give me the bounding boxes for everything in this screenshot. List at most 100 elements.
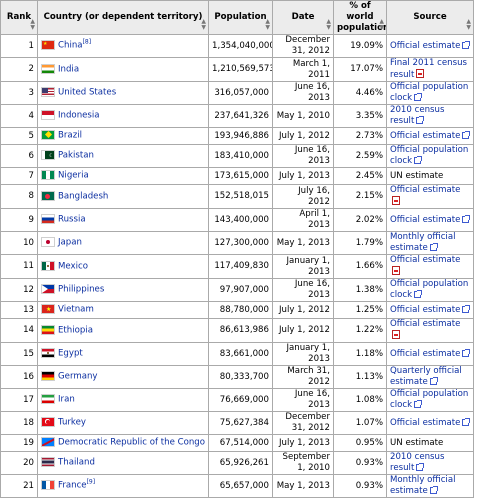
source-link[interactable]: Official estimate <box>390 214 461 225</box>
column-header-rank[interactable]: Rank ▲ ▼ <box>0 0 38 35</box>
external-link-icon <box>462 304 471 313</box>
country-cell: Nigeria <box>37 167 209 185</box>
source-cell: Official estimate <box>386 318 474 343</box>
sort-arrows-icon[interactable]: ▲ ▼ <box>466 18 471 31</box>
source-link[interactable]: Quarterly official estimate <box>390 366 462 388</box>
sort-arrows-icon[interactable]: ▲ ▼ <box>326 18 331 31</box>
country-link[interactable]: India <box>58 64 80 75</box>
cn-flag-icon: ★ <box>41 40 55 51</box>
footnote-ref[interactable]: [8] <box>82 38 92 46</box>
external-link-icon <box>462 417 471 426</box>
country-link[interactable]: Russia <box>58 214 86 225</box>
population-cell: 67,514,000 <box>208 434 273 452</box>
source-cell: Quarterly official estimate <box>386 365 474 389</box>
table-row: 8 Bangladesh 152,518,015 July 16, 2012 2.15%… <box>0 184 474 209</box>
rank-cell: 6 <box>0 144 38 168</box>
table-row: 5 Brazil 193,946,886 July 1, 2012 2.73% Offic… <box>0 127 474 145</box>
date-cell: July 1, 2012 <box>272 127 334 145</box>
external-link-icon <box>429 377 438 385</box>
sort-arrows-icon[interactable]: ▲ ▼ <box>379 18 384 31</box>
source-cell: Official population clock <box>386 81 474 105</box>
rank-cell: 3 <box>0 81 38 105</box>
source-link[interactable]: Official estimate <box>390 417 461 428</box>
source-link[interactable]: Official population clock <box>390 389 469 411</box>
source-link[interactable]: 2010 census result <box>390 105 445 127</box>
population-cell: 316,057,000 <box>208 81 273 105</box>
source-link[interactable]: Official estimate <box>390 348 461 359</box>
sort-arrows-icon[interactable]: ▲ ▼ <box>265 18 270 31</box>
column-header-date[interactable]: Date ▲ ▼ <box>272 0 334 35</box>
country-cell: Russia <box>37 208 209 232</box>
table-row: 11 Mexico 117,409,830 January 1, 2013 1.66% O… <box>0 254 474 279</box>
column-header-population[interactable]: Population ▲ ▼ <box>208 0 273 35</box>
country-link[interactable]: China <box>58 40 83 51</box>
source-link[interactable]: Official estimate <box>390 40 461 51</box>
sort-arrows-icon[interactable]: ▲ ▼ <box>30 18 35 31</box>
percent-cell: 1.38% <box>333 278 387 302</box>
country-link[interactable]: Ethiopia <box>58 325 94 336</box>
table-row: 18 Turkey 75,627,384 December 31, 2012 1.07%… <box>0 411 474 435</box>
country-cell: Philippines <box>37 278 209 302</box>
rank-cell: 13 <box>0 301 38 319</box>
source-link[interactable]: Official estimate <box>390 255 461 266</box>
source-link[interactable]: Official population clock <box>390 82 469 104</box>
footnote-ref[interactable]: [9] <box>86 478 96 486</box>
country-link[interactable]: Japan <box>58 237 82 248</box>
percent-cell: 3.35% <box>333 104 387 128</box>
source-link[interactable]: Official estimate <box>390 319 461 330</box>
external-link-icon <box>414 400 423 408</box>
column-header-source[interactable]: Source ▲ ▼ <box>386 0 474 35</box>
column-header-country[interactable]: Country (or dependent territory) ▲ ▼ <box>37 0 209 35</box>
rank-cell: 10 <box>0 231 38 255</box>
country-link[interactable]: Philippines <box>58 284 105 295</box>
country-link[interactable]: Iran <box>58 394 75 405</box>
source-link[interactable]: Official population clock <box>390 279 469 301</box>
date-cell: July 1, 2012 <box>272 301 334 319</box>
source-link[interactable]: Official estimate <box>390 304 461 315</box>
pdf-icon <box>392 266 400 275</box>
country-cell: ★ China[8] <box>37 34 209 58</box>
percent-cell: 2.59% <box>333 144 387 168</box>
country-link[interactable]: Thailand <box>58 457 95 468</box>
country-link[interactable]: Indonesia <box>58 110 100 121</box>
source-link: UN estimate <box>390 437 444 448</box>
country-link[interactable]: United States <box>58 87 117 98</box>
rank-cell: 17 <box>0 388 38 412</box>
rank-cell: 9 <box>0 208 38 232</box>
country-link[interactable]: Brazil <box>58 130 82 141</box>
column-header-pct[interactable]: % of world population ▲ ▼ <box>333 0 387 35</box>
date-cell: December 31, 2012 <box>272 411 334 435</box>
country-cell: ★ Vietnam <box>37 301 209 319</box>
country-link[interactable]: Pakistan <box>58 150 94 161</box>
country-link[interactable]: Bangladesh <box>58 191 109 202</box>
source-link[interactable]: Official population clock <box>390 145 469 167</box>
date-cell: December 31, 2012 <box>272 34 334 58</box>
country-link[interactable]: Mexico <box>58 261 89 272</box>
source-link[interactable]: Official estimate <box>390 130 461 141</box>
sort-arrows-icon[interactable]: ▲ ▼ <box>201 18 206 31</box>
source-link[interactable]: Monthly official estimate <box>390 475 456 497</box>
rank-cell: 14 <box>0 318 38 343</box>
external-link-icon <box>429 243 438 251</box>
country-link[interactable]: Nigeria <box>58 170 89 181</box>
bd-flag-icon <box>41 190 55 201</box>
population-cell: 97,907,000 <box>208 278 273 302</box>
population-cell: 86,613,986 <box>208 318 273 343</box>
country-link[interactable]: Germany <box>58 371 98 382</box>
population-cell: 76,669,000 <box>208 388 273 412</box>
country-link[interactable]: Democratic Republic of the Congo <box>58 437 205 448</box>
country-link[interactable]: Egypt <box>58 348 83 359</box>
source-link[interactable]: Final 2011 census result <box>390 58 467 81</box>
country-link[interactable]: Vietnam <box>58 304 94 315</box>
source-cell: Monthly official estimate <box>386 474 474 498</box>
id-flag-icon <box>41 110 55 121</box>
country-link[interactable]: Turkey <box>58 417 86 428</box>
source-link[interactable]: Official estimate <box>390 185 461 196</box>
source-link[interactable]: Monthly official estimate <box>390 232 456 254</box>
in-flag-icon <box>41 63 55 74</box>
country-cell: United States <box>37 81 209 105</box>
table-row: 6 ☾ Pakistan 183,410,000 June 16, 2013 2.59% O… <box>0 144 474 168</box>
country-link[interactable]: France <box>58 480 87 491</box>
table-body: 1 ★ China[8] 1,354,040,000 December 31, 2012… <box>0 34 474 498</box>
jp-flag-icon <box>41 237 55 248</box>
